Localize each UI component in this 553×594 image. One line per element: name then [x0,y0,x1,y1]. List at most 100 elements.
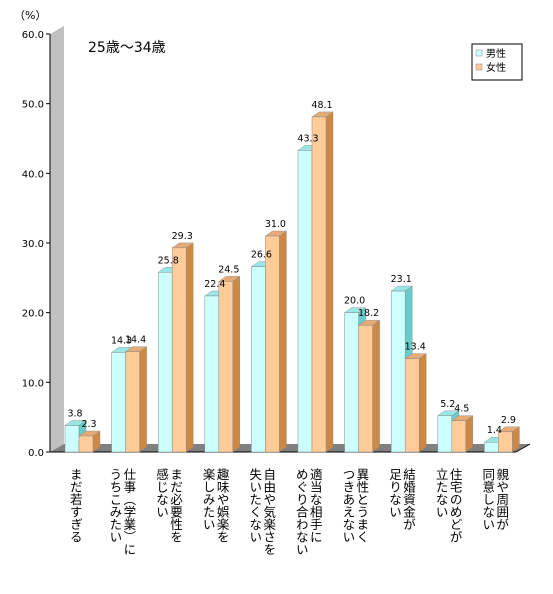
bar-side [325,111,334,453]
bar-front [311,116,327,453]
data-label: 22.4 [204,279,225,290]
data-label: 23.1 [391,274,412,285]
data-label: 2.3 [81,419,96,430]
y-axis-unit-label: （%） [14,9,46,22]
bars [64,111,521,453]
bar-front [218,281,234,453]
category-label-line: 足りない [387,468,402,518]
bar-front [358,324,373,453]
category-label-line: 立たない [434,467,449,518]
y-tick-label: 50.0 [22,100,44,111]
category-label-line: 親や周囲が [494,468,509,531]
data-label: 13.4 [405,342,426,353]
y-tick-label: 0.0 [28,448,44,459]
bar-front [484,441,499,453]
bar-side [139,346,147,453]
category-label-line: つきあえない [340,468,355,543]
bar [171,242,194,453]
category-label-line: まだ若すぎる [68,468,83,543]
bar-front [157,272,173,453]
category-label-line: 感じない [154,467,169,518]
bar-front [64,425,80,453]
data-label: 14.4 [125,335,146,346]
data-label: 48.1 [311,100,332,111]
category-label-line: まだ必要性を [168,468,183,543]
bar-front [204,295,220,453]
bar-front [265,235,280,453]
category-label-line: 趣味や娯楽を [215,467,230,543]
data-label: 3.8 [67,409,82,420]
data-label: 29.3 [172,231,193,242]
y-tick-label: 60.0 [22,30,44,41]
legend: 男性 女性 [471,43,523,81]
bar-front [404,358,420,453]
data-labels: 3.8 14.3 25.8 22.4 26.6 43.3 20.0 23.1 5.2 1.4 2.3… [67,100,516,436]
data-label: 31.0 [265,219,286,230]
y-tick-label: 40.0 [22,169,44,180]
data-label: 1.4 [487,425,502,436]
data-label: 20.0 [344,296,365,307]
bar-front [111,352,126,453]
bar-front [437,415,453,453]
bar-front [251,266,266,453]
bar-front [297,150,313,453]
bar-side [232,275,241,453]
bar [264,230,288,453]
data-label: 18.2 [358,308,379,319]
chart-subtitle: 25歳～34歳 [88,40,166,56]
floor-edge [515,443,531,453]
legend-swatch-female [475,63,483,71]
bar-side [465,415,473,453]
data-label: 26.6 [251,250,272,261]
bar [357,319,381,453]
bar [404,353,427,453]
bar [311,111,334,453]
bar [218,275,241,453]
bar-front [344,312,359,453]
category-label-line: 住宅のめどが [448,468,463,543]
legend-male: 男性 [486,47,506,60]
bar [78,430,101,453]
category-label-line: めぐり合わない [294,468,309,556]
bar-front [498,431,513,453]
category-label: まだ若すぎる [68,468,83,543]
bar [497,426,521,453]
category-label-line: 楽しみたい [201,467,216,531]
data-label: 43.3 [297,133,318,144]
side-wall [50,26,64,452]
data-label: 5.2 [440,399,455,410]
category-label-line: 異性とうまく [354,468,369,543]
category-label-line: 適当な相手に [308,467,323,543]
y-tick-label: 30.0 [22,239,44,250]
legend-female: 女性 [486,61,506,74]
bar [451,415,474,453]
data-label: 24.5 [218,264,239,275]
bar-front [125,351,140,453]
data-label: 4.5 [454,404,469,415]
bar-front [171,247,187,453]
legend-swatch-male [475,49,483,57]
bar-front [78,435,94,453]
category-label-line: 同意しない [480,468,495,531]
category-label-line: 失いたくない [247,467,262,543]
data-label: 25.8 [158,255,179,266]
category-label-line: 結婚資金が [401,468,416,531]
bar-front [390,290,406,453]
bar-side [279,230,287,453]
bar-side [185,242,194,453]
category-label-line: 自由や気楽さを [261,468,276,556]
bar-side [372,319,380,453]
category-label-line: うちこみたい [107,468,122,543]
data-label: 2.9 [501,415,516,426]
